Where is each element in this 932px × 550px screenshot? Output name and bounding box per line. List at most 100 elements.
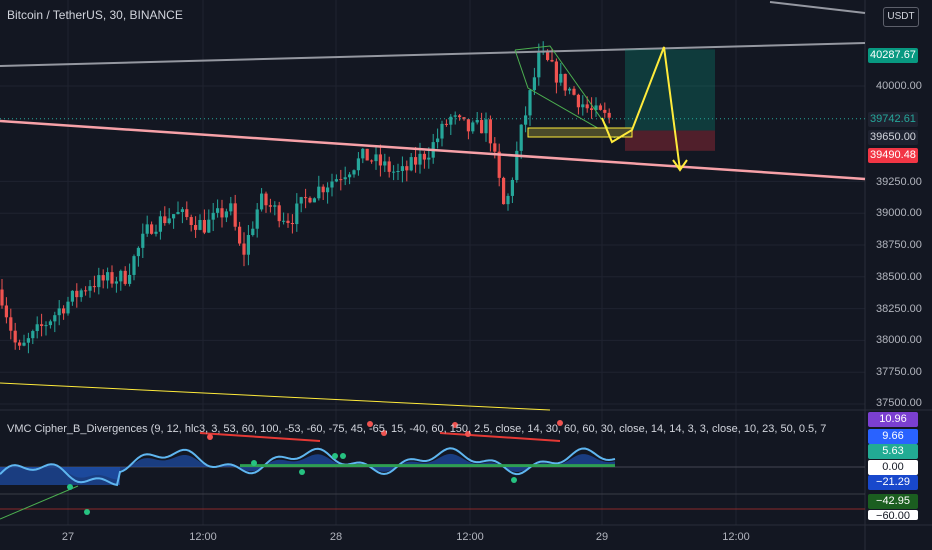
candle-body [427,157,431,160]
candle-body [343,177,347,180]
candle-body [22,342,26,346]
candle-body [502,177,506,205]
candle-body [370,160,374,162]
buy-dot [84,509,90,515]
resistance-trendline [0,42,866,67]
osc-label: 10.96 [868,412,918,427]
candle-body [334,179,338,182]
candle-body [48,321,52,326]
projection-arrowhead [672,159,688,172]
symbol-title[interactable]: Bitcoin / TetherUS, 30, BINANCE [7,8,183,22]
candle-body [101,275,105,281]
candle-body [392,171,396,173]
price-tick: 38000.00 [876,334,922,346]
candle-body [524,115,528,125]
candle-body [581,104,585,108]
candle-body [348,174,352,178]
currency-button[interactable]: USDT [883,7,919,27]
candle-body [546,51,550,60]
candle-body [576,94,580,108]
sell-dot [465,431,471,437]
candle-body [53,315,57,322]
price-tick: 40000.00 [876,80,922,92]
osc-label: 0.00 [868,460,918,475]
candle-body [537,52,541,78]
candle-body [92,286,96,288]
candle-body [440,123,444,139]
candle-body [414,157,418,165]
time-tick: 29 [595,531,609,543]
osc-label: 5.63 [868,444,918,459]
candle-body [158,216,162,232]
time-tick: 12:00 [456,531,484,543]
candle-body [251,228,255,236]
price-label-target: 40287.67 [868,48,918,63]
osc-label: −60.00 [868,510,918,520]
money-flow-bars [240,464,615,467]
candle-body [462,117,466,120]
osc-label: −21.29 [868,475,918,490]
buy-dot [340,453,346,459]
candle-body [290,222,294,225]
support-trendline [0,119,866,181]
entry-box [527,127,633,138]
candle-body [488,119,492,144]
candle-body [70,290,74,302]
candle-body [114,281,118,284]
buy-dot [251,460,257,466]
candle-body [422,153,426,160]
candle-body [304,197,308,199]
sell-dot [367,421,373,427]
buy-dot [511,477,517,483]
candle-body [590,108,594,111]
price-tick: 38500.00 [876,271,922,283]
candle-body [387,161,391,172]
candle-body [145,224,149,234]
candle-body [207,219,211,233]
candle-body [444,123,448,125]
indicator-title[interactable]: VMC Cipher_B_Divergences (9, 12, hlc3, 3… [7,423,827,435]
candle-body [418,153,422,165]
candle-body [568,88,572,91]
candle-body [163,216,167,224]
candle-body [154,231,158,234]
candle-body [260,193,264,210]
sell-dot [452,422,458,428]
time-tick: 12:00 [722,531,750,543]
osc-label: −42.95 [868,494,918,509]
candle-body [44,325,48,327]
candle-body [607,112,611,118]
price-tick: 38250.00 [876,303,922,315]
candle-body [246,235,250,255]
candle-body [317,186,321,199]
oscillator-pane [0,420,865,520]
buy-dot [67,484,73,490]
candle-body [106,272,110,281]
candle-body [176,212,180,215]
candle-body [466,119,470,132]
candle-body [202,219,206,233]
candle-body [484,119,488,134]
candle-body [0,289,4,306]
candle-body [4,305,8,318]
candle-body [233,203,237,227]
candle-body [35,324,39,332]
candle-body [84,290,88,292]
candle-body [282,220,286,222]
candle-body [330,181,334,188]
candle-body [594,105,598,111]
price-tick: 37500.00 [876,397,922,409]
candle-body [308,197,312,203]
price-label-current: 39742.61 [868,112,918,127]
candle-body [396,171,400,173]
candle-body [603,109,607,113]
price-tick: 39000.00 [876,207,922,219]
candle-body [532,77,536,91]
candle-body [136,247,140,257]
lower-trendline [0,382,551,411]
candle-body [550,59,554,62]
candle-body [26,338,30,343]
price-tick: 37750.00 [876,366,922,378]
sell-dot [207,434,213,440]
